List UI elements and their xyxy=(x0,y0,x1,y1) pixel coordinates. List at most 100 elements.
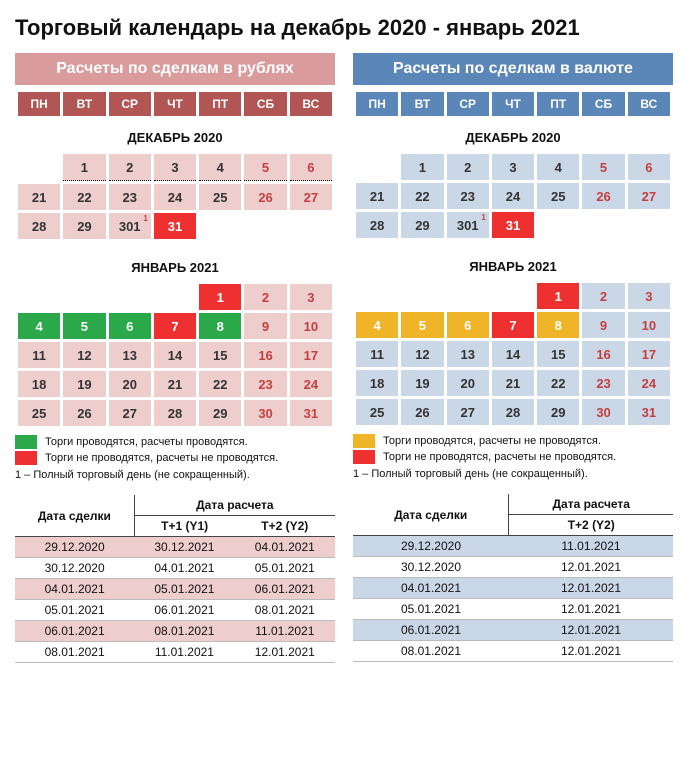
settle-cell: 04.01.2021 xyxy=(353,578,509,599)
blank-cell xyxy=(290,213,332,239)
blank-cell xyxy=(356,154,398,180)
calendar-day: 5 xyxy=(244,154,286,181)
calendar-day: 27 xyxy=(628,183,670,209)
settle-cell: 06.01.2021 xyxy=(15,621,134,642)
calendar-day: 12 xyxy=(63,342,105,368)
blank-cell xyxy=(154,284,196,310)
left-calendar-dec: ПНВТСРЧТПТСБВСДЕКАБРЬ 202012345621222324… xyxy=(15,89,335,242)
right-calendar-jan: ЯНВАРЬ 202112345678910111213141516171819… xyxy=(353,245,673,428)
calendar-day: 17 xyxy=(290,342,332,368)
settle-cell: 30.12.2020 xyxy=(15,558,134,579)
calendar-day: 19 xyxy=(63,371,105,397)
blank-cell xyxy=(447,283,489,309)
calendar-day: 6 xyxy=(290,154,332,181)
calendar-day: 5 xyxy=(582,154,624,180)
settle-cell: 06.01.2021 xyxy=(134,600,234,621)
calendar-day: 3 xyxy=(492,154,534,180)
calendar-day: 6 xyxy=(447,312,489,338)
calendar-day: 22 xyxy=(63,184,105,210)
left-calendar-jan: ЯНВАРЬ 202112345678910111213141516171819… xyxy=(15,246,335,429)
calendar-day: 24 xyxy=(154,184,196,210)
legend-swatch xyxy=(15,451,37,465)
right-settlement-table: Дата сделкиДата расчетаT+2 (Y2)29.12.202… xyxy=(353,494,673,662)
calendar-day: 5 xyxy=(401,312,443,338)
settle-cell: 12.01.2021 xyxy=(509,620,673,641)
calendar-day: 3011 xyxy=(109,213,151,239)
blank-cell xyxy=(356,283,398,309)
settle-cell: 11.01.2021 xyxy=(509,536,673,557)
calendar-day: 15 xyxy=(537,341,579,367)
calendar-day: 24 xyxy=(628,370,670,396)
columns: Расчеты по сделкам в рублях ПНВТСРЧТПТСБ… xyxy=(15,53,682,663)
blank-cell xyxy=(18,154,60,181)
calendar-day: 31 xyxy=(492,212,534,238)
legend-text: Торги не проводятся, расчеты не проводят… xyxy=(383,451,616,463)
calendar-day: 6 xyxy=(109,313,151,339)
settle-header: Дата сделки xyxy=(353,494,509,536)
calendar-day: 1 xyxy=(199,284,241,310)
blank-cell xyxy=(244,213,286,239)
blank-cell xyxy=(492,283,534,309)
settle-subheader: T+2 (Y2) xyxy=(235,516,335,537)
settle-cell: 11.01.2021 xyxy=(235,621,335,642)
calendar-day: 11 xyxy=(18,342,60,368)
settle-cell: 30.12.2021 xyxy=(134,537,234,558)
left-legend: Торги проводятся, расчеты проводятся.Тор… xyxy=(15,435,335,465)
calendar-day: 16 xyxy=(582,341,624,367)
calendar-day: 29 xyxy=(63,213,105,239)
calendar-day: 29 xyxy=(401,212,443,238)
calendar-day: 28 xyxy=(356,212,398,238)
calendar-day: 4 xyxy=(356,312,398,338)
calendar-day: 28 xyxy=(18,213,60,239)
calendar-day: 26 xyxy=(244,184,286,210)
calendar-day: 12 xyxy=(401,341,443,367)
settle-cell: 29.12.2020 xyxy=(15,537,134,558)
calendar-day: 28 xyxy=(492,399,534,425)
day-header: ПН xyxy=(356,92,398,116)
calendar-day: 4 xyxy=(199,154,241,181)
settle-cell: 05.01.2021 xyxy=(134,579,234,600)
legend-swatch xyxy=(353,450,375,464)
calendar-day: 2 xyxy=(582,283,624,309)
day-header: ВС xyxy=(628,92,670,116)
month-label: ЯНВАРЬ 2021 xyxy=(18,249,332,281)
blank-cell xyxy=(537,212,579,238)
calendar-day: 27 xyxy=(109,400,151,426)
legend-item: Торги проводятся, расчеты не проводятся. xyxy=(353,434,673,448)
calendar-day: 26 xyxy=(63,400,105,426)
legend-item: Торги проводятся, расчеты проводятся. xyxy=(15,435,335,449)
settle-cell: 04.01.2021 xyxy=(235,537,335,558)
calendar-day: 30 xyxy=(582,399,624,425)
calendar-day: 21 xyxy=(18,184,60,210)
settle-cell: 04.01.2021 xyxy=(134,558,234,579)
calendar-day: 27 xyxy=(290,184,332,210)
day-header: СБ xyxy=(582,92,624,116)
calendar-day: 31 xyxy=(628,399,670,425)
calendar-day: 28 xyxy=(154,400,196,426)
month-label: ДЕКАБРЬ 2020 xyxy=(18,119,332,151)
calendar-day: 13 xyxy=(447,341,489,367)
right-panel-title: Расчеты по сделкам в валюте xyxy=(353,53,673,85)
day-header: СР xyxy=(109,92,151,116)
settle-cell: 12.01.2021 xyxy=(509,557,673,578)
calendar-day: 25 xyxy=(18,400,60,426)
page-title: Торговый календарь на декабрь 2020 - янв… xyxy=(15,15,682,41)
calendar-day: 26 xyxy=(401,399,443,425)
calendar-day: 23 xyxy=(109,184,151,210)
calendar-day: 10 xyxy=(290,313,332,339)
day-header: СР xyxy=(447,92,489,116)
left-legend-note: 1 – Полный торговый день (не сокращенный… xyxy=(15,469,335,481)
day-header: ПН xyxy=(18,92,60,116)
settle-cell: 05.01.2021 xyxy=(353,599,509,620)
legend-item: Торги не проводятся, расчеты не проводят… xyxy=(353,450,673,464)
calendar-day: 21 xyxy=(356,183,398,209)
settle-cell: 05.01.2021 xyxy=(235,558,335,579)
calendar-day: 29 xyxy=(199,400,241,426)
legend-text: Торги проводятся, расчеты не проводятся. xyxy=(383,435,601,447)
left-column: Расчеты по сделкам в рублях ПНВТСРЧТПТСБ… xyxy=(15,53,335,663)
calendar-day: 31 xyxy=(290,400,332,426)
calendar-day: 8 xyxy=(199,313,241,339)
settle-cell: 12.01.2021 xyxy=(509,578,673,599)
calendar-day: 3 xyxy=(154,154,196,181)
blank-cell xyxy=(63,284,105,310)
